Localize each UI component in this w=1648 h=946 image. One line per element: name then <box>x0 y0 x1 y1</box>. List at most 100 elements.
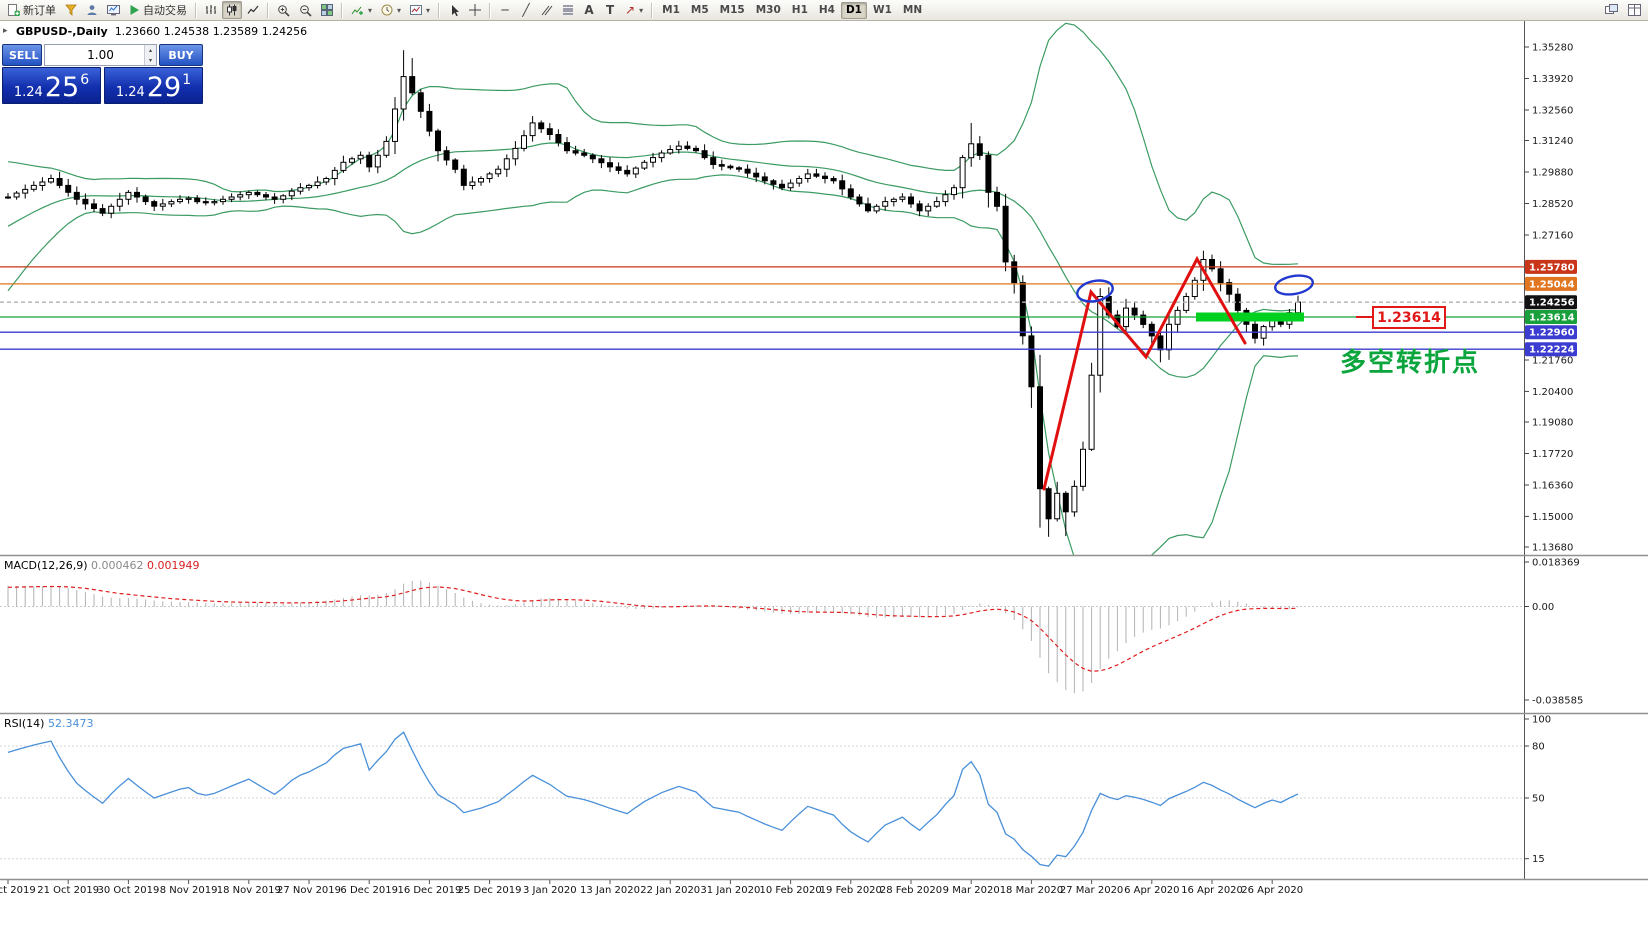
zoom-in-button[interactable] <box>273 1 294 19</box>
one-click-toggle-icon[interactable]: ▸ <box>3 26 8 36</box>
price-tick-label: 1.17720 <box>1532 449 1573 460</box>
bid-price-panel[interactable]: 1.24 25 6 <box>2 67 101 104</box>
crosshair-button[interactable] <box>465 1 485 19</box>
volume-decrease-button[interactable]: ▾ <box>145 55 156 65</box>
candle-body <box>607 162 613 168</box>
history-center-button[interactable] <box>61 1 81 19</box>
ask-price-small: 1.24 <box>115 84 145 100</box>
auto-trading-button[interactable]: 自动交易 <box>125 1 191 19</box>
caret-down-icon: ▾ <box>426 5 431 15</box>
candle-body <box>727 165 734 169</box>
candlestick-mode-button[interactable] <box>222 1 242 19</box>
new-order-button[interactable]: 新订单 <box>3 1 60 19</box>
ohlc-low: 1.23589 <box>212 25 259 38</box>
price-tag-1.25780 <box>1525 259 1577 274</box>
price-tag-label: 1.22224 <box>1529 345 1575 356</box>
new-order-label: 新订单 <box>23 4 56 17</box>
candle-body <box>856 196 863 205</box>
market-watch-button[interactable] <box>103 1 124 19</box>
candle-body <box>331 169 338 179</box>
highlight-ellipse-2[interactable] <box>1274 273 1315 297</box>
candle-body <box>899 196 906 200</box>
timeframe-H1[interactable]: H1 <box>787 2 813 19</box>
fibonacci-tool-button[interactable] <box>558 1 578 19</box>
timeframe-D1[interactable]: D1 <box>840 1 867 19</box>
label-tool-button[interactable]: T <box>600 1 620 19</box>
support-zone-bar[interactable] <box>1196 312 1304 322</box>
symbol-name: GBPUSD-,Daily <box>16 25 108 38</box>
candle-body <box>383 140 390 156</box>
macd-scale-label: 0.00 <box>1532 602 1554 613</box>
text-tool-button[interactable]: A <box>579 1 599 19</box>
sell-button[interactable]: SELL <box>2 44 42 66</box>
date-label: 21 Oct 2019 <box>37 885 99 896</box>
candle-body <box>873 205 880 212</box>
ask-price-panel[interactable]: 1.24 29 1 <box>104 67 203 104</box>
price-annotation-label[interactable]: 1.23614 <box>1372 306 1446 329</box>
candle-body <box>56 178 63 186</box>
candle-body <box>99 208 106 214</box>
date-label: 27 Nov 2019 <box>277 885 341 896</box>
date-label: 13 Jan 2020 <box>580 885 640 896</box>
templates-button[interactable]: ▾ <box>406 1 434 19</box>
price-tick-label: 1.21760 <box>1532 356 1573 367</box>
candle-body <box>340 161 347 171</box>
highlight-ellipse-1[interactable] <box>1075 277 1114 304</box>
label-tool-icon: T <box>605 3 615 17</box>
volume-field[interactable]: 1.00 ▴ ▾ <box>44 44 157 66</box>
date-label: 6 Apr 2020 <box>1124 885 1179 896</box>
channel-tool-button[interactable] <box>537 1 557 19</box>
axis-layer: 1.35280 1.33920 1.32560 1.31240 1.29880 1.285… <box>0 21 1648 896</box>
price-tick-label: 1.33920 <box>1532 74 1573 85</box>
horizontal-line-tool-button[interactable]: ─ <box>495 1 515 19</box>
candle-body <box>495 168 502 175</box>
timeframe-W1[interactable]: W1 <box>868 2 897 19</box>
window-tile-button[interactable] <box>1624 1 1645 19</box>
candle-body <box>744 168 751 174</box>
candle-body <box>1028 335 1035 388</box>
candle-body <box>452 159 459 170</box>
candle-body <box>159 203 166 207</box>
arrows-tool-button[interactable]: ↗ ▾ <box>621 1 647 19</box>
candle-body <box>959 157 966 189</box>
indicators-button[interactable]: ▾ <box>347 1 376 19</box>
price-tag-label: 1.22960 <box>1529 328 1575 339</box>
timeframe-MN[interactable]: MN <box>898 2 927 19</box>
zoom-out-button[interactable] <box>295 1 316 19</box>
volume-value: 1.00 <box>87 48 114 62</box>
candle-body <box>761 176 768 182</box>
price-tick-label: 1.16360 <box>1532 481 1573 492</box>
periods-button[interactable]: ▾ <box>377 1 405 19</box>
candle-body <box>624 169 631 175</box>
trend-zigzag[interactable] <box>1042 255 1247 491</box>
candle-body <box>443 150 450 161</box>
candle-body <box>503 158 510 170</box>
candle-body <box>228 196 235 200</box>
line-chart-mode-button[interactable] <box>243 1 263 19</box>
timeframe-M15[interactable]: M15 <box>715 2 750 19</box>
trendline-tool-button[interactable]: ╱ <box>516 1 536 19</box>
window-cascade-button[interactable] <box>1601 1 1622 19</box>
rsi-line <box>7 731 1299 867</box>
line-chart-icon <box>247 5 259 14</box>
volume-increase-button[interactable]: ▴ <box>145 45 156 55</box>
buy-button[interactable]: BUY <box>159 44 203 66</box>
bar-chart-mode-button[interactable] <box>201 1 221 19</box>
tile-windows-button[interactable] <box>317 1 337 19</box>
candle-body <box>168 201 175 205</box>
turning-point-text[interactable]: 多空转折点 <box>1340 348 1481 378</box>
timeframe-M1[interactable]: M1 <box>657 2 685 19</box>
template-icon <box>410 5 423 15</box>
candle-body <box>779 183 785 189</box>
timeframe-M5[interactable]: M5 <box>686 2 714 19</box>
accounts-button[interactable] <box>82 1 102 19</box>
timeframe-H4[interactable]: H4 <box>814 2 840 19</box>
candle-body <box>108 205 115 214</box>
candle-body <box>1019 282 1026 337</box>
zoom-out-icon <box>300 4 312 17</box>
cursor-button[interactable] <box>444 1 464 19</box>
timeframe-M30[interactable]: M30 <box>751 2 786 19</box>
candle-body <box>116 198 123 207</box>
candle-body <box>460 168 467 186</box>
